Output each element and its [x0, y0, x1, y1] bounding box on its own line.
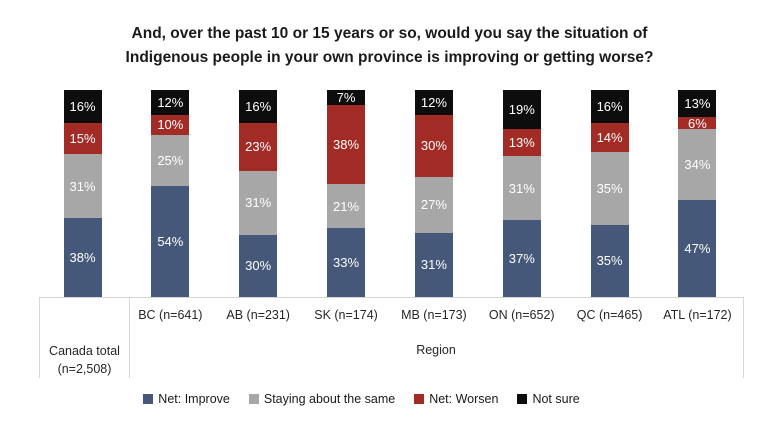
legend-item: Not sure: [517, 392, 580, 406]
bar-value-label: 13%: [684, 95, 711, 111]
bar-value-label: 38%: [333, 136, 360, 152]
x-axis-label-canada-total: Canada total (n=2,508): [40, 342, 129, 378]
bar-segment: 12%: [151, 90, 190, 115]
bar-value-label: 31%: [508, 180, 535, 196]
x-axis-tick-label: MB (n=173): [401, 308, 467, 322]
legend-item: Net: Improve: [143, 392, 230, 406]
bar-value-label: 54%: [157, 234, 184, 250]
bar-value-label: 16%: [245, 99, 272, 115]
bar-segment: 30%: [414, 114, 453, 177]
bar-value-label: 30%: [245, 258, 272, 274]
bar-segment: 37%: [502, 220, 541, 297]
x-axis-tick-label: SK (n=174): [314, 308, 378, 322]
bar-segment: 7%: [327, 89, 366, 105]
bar-value-label: 16%: [596, 99, 623, 115]
bar-segment: 19%: [502, 90, 541, 130]
x-axis-tick-label: QC (n=465): [576, 308, 643, 322]
bar-segment: 35%: [590, 224, 629, 297]
bar-segment: 15%: [63, 123, 102, 155]
bar-segment: 33%: [327, 228, 366, 297]
legend-label: Net: Worsen: [429, 392, 499, 406]
bar-value-label: 12%: [157, 94, 184, 110]
bar-segment: 34%: [678, 129, 717, 200]
bar-segment: 38%: [63, 218, 102, 297]
bar-value-label: 6%: [688, 115, 707, 131]
bar-value-label: 19%: [508, 102, 535, 118]
bar-segment: 14%: [590, 123, 629, 153]
bar-value-label: 14%: [596, 130, 623, 146]
chart-title-line-2: Indigenous people in your own province i…: [125, 49, 654, 66]
bar-value-label: 13%: [508, 135, 535, 151]
bar-segment: 38%: [327, 104, 366, 185]
chart-legend: Net: Improve Staying about the same Net: W…: [0, 392, 751, 406]
bar-segment: 12%: [414, 90, 453, 115]
bar-segment: 6%: [678, 115, 717, 131]
axis-table-border-left: [39, 297, 40, 378]
bar-value-label: 33%: [333, 255, 360, 270]
bar-value-label: 34%: [684, 157, 711, 173]
bar-value-label: 38%: [69, 250, 96, 266]
bar-segment: 13%: [678, 90, 717, 117]
bar-value-label: 35%: [596, 180, 623, 196]
x-axis-tick-label: ON (n=652): [488, 308, 555, 322]
bar-value-label: 31%: [69, 178, 96, 194]
chart-title-line-1: And, over the past 10 or 15 years or so,…: [131, 25, 648, 42]
x-axis-tick-label: BC (n=641): [138, 308, 203, 322]
bar-segment: 31%: [502, 156, 541, 221]
bar-value-label: 15%: [69, 131, 96, 147]
bar-segment: 13%: [502, 129, 541, 157]
legend-item: Net: Worsen: [414, 392, 498, 406]
bar-segment: 25%: [151, 135, 190, 187]
bar-segment: 54%: [151, 186, 190, 297]
bar-value-label: 27%: [420, 197, 447, 213]
x-axis-tick-label: AB (n=231): [226, 308, 290, 322]
bar-value-label: 31%: [420, 257, 447, 273]
bar-value-label: 10%: [157, 117, 184, 133]
legend-label: Net: Improve: [158, 392, 230, 406]
bar-segment: 21%: [327, 184, 366, 228]
bar-segment: 27%: [414, 176, 453, 233]
bar-segment: 31%: [414, 232, 453, 297]
bar-value-label: 16%: [69, 99, 96, 115]
bar-value-label: 12%: [420, 94, 447, 110]
bar-value-label: 7%: [336, 89, 356, 105]
bar-value-label: 23%: [245, 139, 272, 155]
chart-title: And, over the past 10 or 15 years or so,…: [0, 22, 779, 70]
bar-segment: 31%: [63, 154, 102, 219]
bar-segment: 35%: [590, 152, 629, 225]
bar-value-label: 35%: [596, 253, 623, 269]
bar-segment: 30%: [239, 234, 278, 297]
canada-total-line-1: Canada total: [49, 344, 120, 358]
legend-swatch-icon: [517, 394, 528, 404]
bar-value-label: 47%: [684, 240, 711, 256]
bar-value-label: 25%: [157, 153, 184, 169]
bar-segment: 31%: [239, 170, 278, 235]
axis-table-divider: [129, 297, 130, 378]
legend-swatch-icon: [414, 394, 425, 404]
x-axis-group-label-region: Region: [416, 343, 456, 357]
bar-value-label: 31%: [245, 195, 272, 211]
bar-segment: 16%: [239, 90, 278, 124]
bar-value-label: 21%: [333, 198, 360, 214]
x-axis-baseline: [39, 297, 743, 298]
axis-table-border-right: [743, 297, 744, 378]
bar-segment: 16%: [63, 90, 102, 124]
bar-segment: 23%: [239, 123, 278, 171]
x-axis-tick-label: ATL (n=172): [663, 308, 732, 322]
legend-item: Staying about the same: [248, 392, 396, 406]
legend-label: Staying about the same: [263, 392, 396, 406]
bar-segment: 47%: [678, 199, 717, 297]
bar-value-label: 30%: [420, 138, 447, 154]
canada-total-line-2: (n=2,508): [57, 362, 112, 376]
legend-label: Not sure: [532, 392, 580, 406]
legend-swatch-icon: [143, 394, 154, 404]
bar-segment: 10%: [151, 114, 190, 136]
legend-swatch-icon: [248, 394, 259, 404]
bar-segment: 16%: [590, 90, 629, 124]
bar-value-label: 37%: [508, 251, 535, 267]
